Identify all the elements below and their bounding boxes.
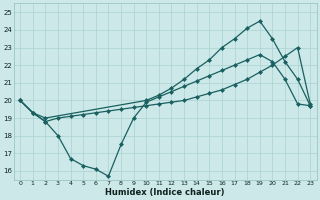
X-axis label: Humidex (Indice chaleur): Humidex (Indice chaleur) [106,188,225,197]
